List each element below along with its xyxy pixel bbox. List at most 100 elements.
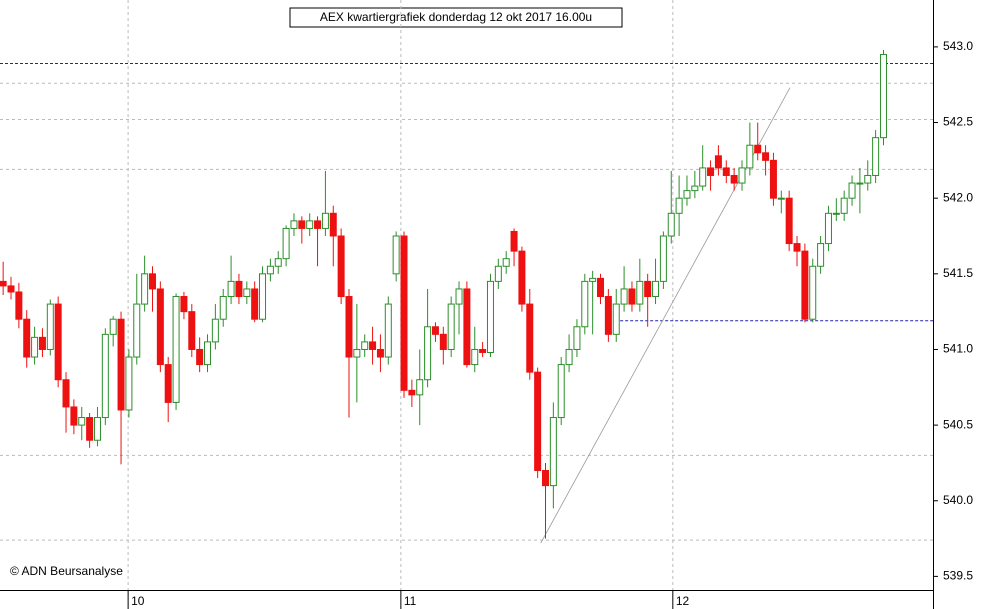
candle-body [699, 167, 707, 187]
candle-body [408, 389, 416, 396]
candle-body [793, 243, 801, 252]
candle-body [769, 159, 777, 199]
candle-body [479, 348, 487, 353]
candle-body [785, 197, 793, 245]
candle-body [557, 364, 565, 419]
candle-body [290, 220, 298, 229]
candle-body [243, 288, 251, 298]
candle-body [141, 273, 149, 305]
candle-body [722, 167, 730, 176]
candle-body [872, 137, 880, 176]
candle-body [274, 258, 282, 267]
candle-body [714, 155, 722, 169]
candle-body [817, 243, 825, 267]
candle-body [251, 288, 259, 320]
title-box [289, 7, 623, 28]
candle-body [211, 318, 219, 343]
candle-body [23, 318, 31, 358]
candle-body [101, 333, 109, 419]
candle-body [93, 417, 101, 441]
candle-body [282, 227, 290, 260]
candle-body [604, 296, 612, 335]
y-tick-label: 543.0 [943, 39, 973, 53]
candle-body [164, 364, 172, 403]
footer: © ADN Beursanalyse [10, 564, 123, 578]
candle-body [447, 303, 455, 350]
candle-body [856, 182, 864, 185]
candle-body [431, 326, 439, 335]
candle-body [762, 152, 770, 161]
candle-body [777, 197, 785, 200]
candle-body [172, 296, 180, 403]
y-tick-label: 542.0 [943, 190, 973, 204]
candle-body [801, 250, 809, 320]
candle-body [707, 167, 715, 176]
candle-body [31, 336, 39, 358]
candle-body [109, 318, 117, 335]
candle-body [683, 190, 691, 199]
candle-body [730, 174, 738, 184]
candle-body [809, 265, 817, 320]
candle-body [620, 288, 628, 305]
candle-body [549, 417, 557, 487]
candle-body [667, 212, 675, 237]
candle-body [86, 417, 94, 441]
candle-body [329, 212, 337, 237]
candle-body [345, 296, 353, 358]
candle-body [361, 341, 369, 350]
candle-body [864, 174, 872, 184]
candle-body [612, 303, 620, 335]
candle-body [510, 230, 518, 252]
candle-body [125, 356, 133, 411]
candle-body [188, 311, 196, 350]
candle-body [502, 258, 510, 267]
candle-body [463, 288, 471, 366]
candle-body [180, 296, 188, 313]
candle-body [746, 144, 754, 169]
candle-body [384, 303, 392, 358]
candle-body [392, 235, 400, 275]
candle-body [353, 348, 361, 358]
candle-body [314, 220, 322, 229]
candle-body [439, 333, 447, 350]
candle-body [832, 212, 840, 215]
candle-body [196, 348, 204, 366]
candle-body [848, 182, 856, 199]
candle-body [376, 348, 384, 358]
y-tick-label: 542.5 [943, 115, 973, 129]
candle-body [46, 303, 54, 350]
candle-body [589, 277, 597, 282]
candle-body [235, 280, 243, 298]
candle-body [0, 280, 7, 287]
candle-body [148, 273, 156, 290]
candle-body [369, 341, 377, 350]
candle-body [541, 469, 549, 487]
candle-body [70, 406, 78, 426]
candle-body [691, 185, 699, 192]
candle-body [337, 235, 345, 298]
candle-body [117, 318, 125, 411]
candle-body [628, 288, 636, 305]
y-tick-label: 541.0 [943, 342, 973, 356]
candle-body [636, 280, 644, 305]
candle-body [573, 326, 581, 350]
candle-body [597, 277, 605, 298]
candle-body [526, 303, 534, 373]
candle-body [738, 167, 746, 184]
candle-body [659, 235, 667, 282]
candle-body [518, 250, 526, 305]
x-tick-label: 11 [404, 594, 417, 608]
candle-body [62, 379, 70, 408]
candle-body [840, 197, 848, 214]
candle-body [644, 280, 652, 298]
candle-body [494, 265, 502, 282]
candle-body [754, 144, 762, 154]
y-tick-label: 540.5 [943, 417, 973, 431]
candle-body [38, 336, 46, 350]
candle-body [7, 285, 15, 293]
y-tick-label: 541.5 [943, 266, 973, 280]
candle-body [565, 348, 573, 366]
candle-body [824, 212, 832, 245]
y-tick-label: 540.0 [943, 493, 973, 507]
candle-body [156, 288, 164, 366]
